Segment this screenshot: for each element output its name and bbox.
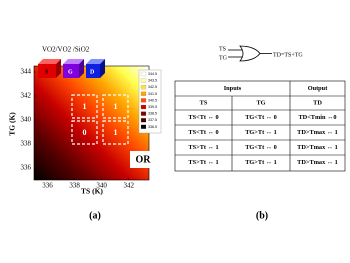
- y-tick-label: 336: [21, 164, 32, 172]
- block-label: D: [90, 69, 95, 75]
- cell-label: 1: [83, 102, 87, 111]
- x-tick-label: 338: [69, 182, 80, 190]
- table-cell: TG>Tt ↔ 1: [245, 159, 277, 166]
- colorbar-label: 338.5: [148, 112, 157, 116]
- gate-box: [130, 151, 156, 168]
- table-cell: TG>Tt ↔ 1: [245, 129, 277, 136]
- gate-input: TS: [219, 46, 226, 52]
- x-tick-label: 340: [96, 182, 107, 190]
- y-axis-label: TG (K): [8, 112, 17, 136]
- gate-input: TG: [219, 55, 228, 61]
- colorbar-swatch: [140, 104, 147, 110]
- blocks: S G D: [38, 59, 105, 78]
- table-cell: TS>Tt ↔ 1: [188, 144, 218, 151]
- table-cell: TD<Tmin ↔0: [298, 114, 336, 121]
- table-cell: TS<Tt ↔ 0: [188, 114, 218, 121]
- x-tick-label: 336: [42, 182, 53, 190]
- colorbar-swatch: [140, 111, 147, 116]
- colorbar-swatch: [140, 78, 147, 83]
- colorbar-swatch: [140, 98, 147, 103]
- x-tick-label: 342: [123, 182, 134, 190]
- y-tick-label: 342: [21, 92, 32, 100]
- block-label: G: [68, 69, 73, 75]
- x-axis-label: TS (K): [81, 187, 103, 196]
- colorbar-label: 343.5: [148, 79, 157, 83]
- logic-cells: [71, 94, 129, 145]
- table-cell: TS>Tt ↔ 1: [188, 159, 218, 166]
- y-tick-label: 344: [21, 68, 32, 76]
- colorbar-swatch: [140, 71, 147, 77]
- colorbar-swatch: [140, 85, 147, 90]
- y-tick-label: 338: [21, 140, 32, 148]
- gate-output: TD=TS+TG: [273, 52, 303, 58]
- colorbar-label: 341.5: [148, 92, 157, 96]
- caption: (b): [256, 210, 268, 221]
- colorbar-label: 337.5: [148, 118, 157, 122]
- cell-label: 0: [83, 128, 87, 137]
- or-gate: [228, 45, 272, 62]
- colorbar-label: 342.5: [148, 85, 157, 89]
- cell-label: 1: [114, 102, 118, 111]
- table-cell: TD>Tmax ↔ 1: [297, 129, 338, 136]
- colorbar-label: 336.5: [148, 125, 157, 129]
- colorbar-label: 340.5: [148, 98, 157, 102]
- colorbar-label: 339.5: [148, 105, 157, 109]
- table-cell: TD>Tmax ↔ 1: [297, 159, 338, 166]
- gate-label: OR: [136, 154, 152, 165]
- column-header: TS: [200, 99, 208, 106]
- group-header: Inputs: [224, 85, 242, 92]
- colorbar-label: 344.5: [148, 72, 157, 76]
- panel-title: VO2/VO2 /SiO2: [42, 46, 90, 54]
- cell-label: 1: [114, 128, 118, 137]
- column-header: TG: [256, 99, 265, 106]
- table-cell: TG<Tt ↔ 0: [245, 144, 277, 151]
- colorbar-swatch: [140, 91, 147, 96]
- heatmap: [34, 66, 149, 180]
- table-cell: TG<Tt ↔ 0: [245, 114, 277, 121]
- caption: (a): [89, 210, 101, 221]
- colorbar-swatch: [140, 118, 147, 123]
- column-header: TD: [313, 99, 322, 106]
- y-tick-label: 340: [21, 116, 32, 124]
- table-grid: [174, 80, 346, 172]
- group-header: Output: [308, 85, 329, 92]
- colorbar-swatch: [140, 124, 147, 129]
- table-cell: TD>Tmax ↔ 1: [297, 144, 338, 151]
- table-cell: TS<Tt ↔ 0: [188, 129, 218, 136]
- block-label: S: [45, 69, 49, 75]
